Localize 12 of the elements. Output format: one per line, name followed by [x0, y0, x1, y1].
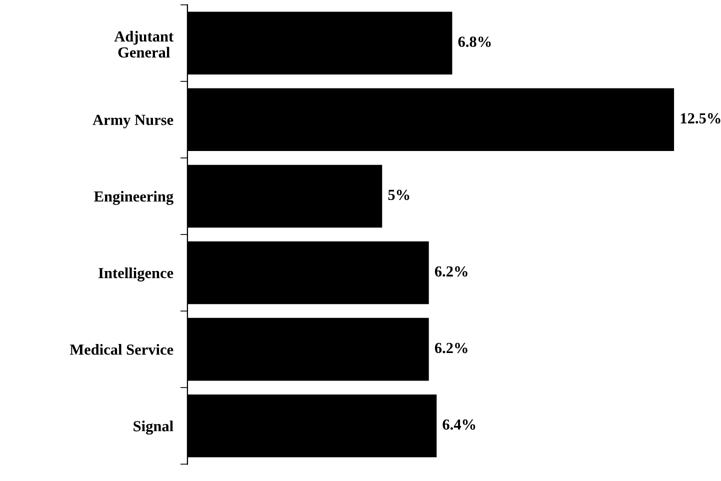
y-tick-label: Intelligence	[98, 267, 174, 282]
data-label: 5%	[388, 190, 410, 200]
y-tick-label: Medical Service	[70, 344, 174, 355]
data-label: 6.2%	[434, 266, 468, 277]
data-label: 6.2%	[434, 342, 468, 354]
y-tick-label: Army Nurse	[92, 114, 174, 128]
data-label: 6.8%	[458, 36, 491, 47]
y-tick-label: Adjutant General	[114, 30, 174, 58]
y-tick-label: Engineering	[94, 190, 174, 205]
data-label: 6.4%	[442, 419, 476, 430]
data-label: 12.5%	[680, 113, 720, 124]
y-tick-label: Signal	[134, 420, 174, 435]
